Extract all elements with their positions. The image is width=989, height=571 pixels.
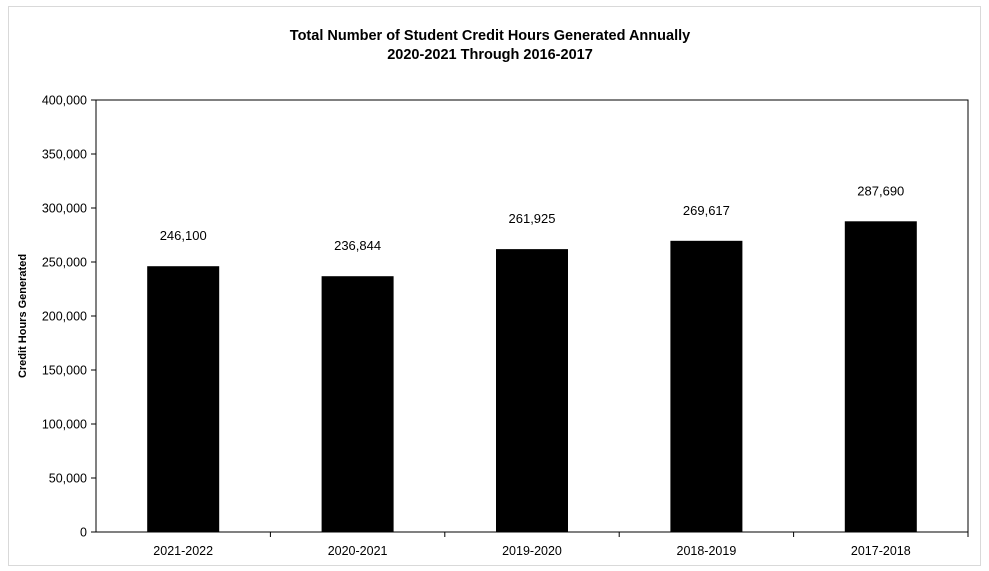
data-label: 261,925	[509, 211, 556, 226]
y-tick-label: 50,000	[49, 472, 87, 486]
y-axis: 0 50,000 100,000 150,000 200,000 250,000 300,0…	[42, 94, 96, 540]
y-tick-label: 100,000	[42, 418, 87, 432]
x-tick-label: 2017-2018	[851, 544, 911, 558]
y-tick-label: 400,000	[42, 94, 87, 108]
y-tick-label: 200,000	[42, 310, 87, 324]
bar-2021-2022	[147, 266, 220, 532]
y-tick-label: 300,000	[42, 202, 87, 216]
bar-2017-2018	[844, 221, 917, 532]
x-tick-label: 2019-2020	[502, 544, 562, 558]
chart-title-line-1: Total Number of Student Credit Hours Gen…	[290, 28, 690, 44]
chart-title: Total Number of Student Credit Hours Gen…	[290, 28, 690, 63]
y-tick-label: 0	[80, 526, 87, 540]
data-label: 246,100	[160, 228, 207, 243]
data-label: 287,690	[857, 183, 904, 198]
data-label: 269,617	[683, 203, 730, 218]
bar-2018-2019	[670, 240, 743, 532]
y-axis-label: Credit Hours Generated	[17, 254, 29, 378]
bar-2019-2020	[496, 249, 568, 532]
bars	[147, 221, 917, 532]
y-tick-label: 350,000	[42, 148, 87, 162]
x-tick-label: 2020-2021	[328, 544, 388, 558]
y-tick-label: 150,000	[42, 364, 87, 378]
data-label: 236,844	[334, 238, 381, 253]
chart-frame	[8, 6, 981, 566]
y-tick-label: 250,000	[42, 256, 87, 270]
x-tick-label: 2021-2022	[153, 544, 213, 558]
data-labels: 246,100 236,844 261,925 269,617 287,690	[160, 183, 905, 253]
x-axis: 2021-2022 2020-2021 2019-2020 2018-2019 2017…	[153, 532, 969, 558]
chart-title-line-2: 2020-2021 Through 2016-2017	[387, 47, 593, 63]
bar-2020-2021	[321, 276, 394, 532]
x-tick-label: 2018-2019	[677, 544, 737, 558]
